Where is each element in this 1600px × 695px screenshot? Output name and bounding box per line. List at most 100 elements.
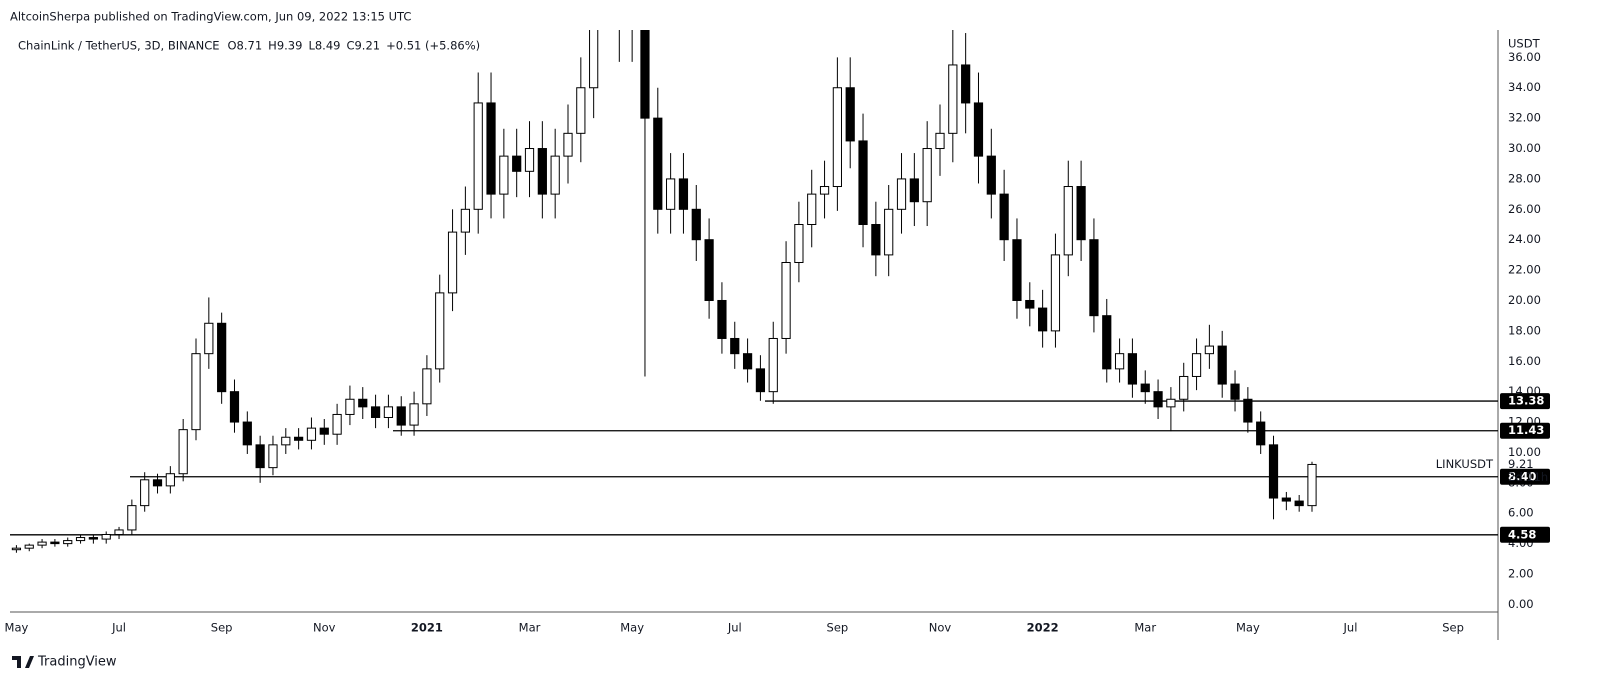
candle-body [435,292,445,370]
candle-body [191,353,201,431]
legend: ChainLink / TetherUS, 3D, BINANCE O8.71 H9… [18,39,480,53]
candle-body [140,479,150,507]
countdown: 2d 11h [1508,470,1548,484]
candle-body [114,529,124,536]
candle-body [1038,307,1048,332]
y-tick-label: 26.00 [1508,202,1541,216]
y-tick-label: 18.00 [1508,323,1541,337]
candle-body [37,541,47,546]
candle-body [1179,375,1189,400]
candle-body [460,208,470,233]
candle-body [1050,254,1061,332]
plot-area [10,30,1498,553]
candle-body [409,403,419,426]
candle-body [948,64,958,134]
candle-body [255,444,265,469]
candle-body [1191,353,1202,377]
candle-body [332,413,342,435]
candle-body [1217,345,1227,385]
ohlc-value: C9.21 [346,39,380,53]
x-tick-label: Jul [727,621,742,635]
candle-body [973,102,984,157]
candle-body [1230,383,1240,400]
candle-body [794,224,804,263]
x-tick-label: Mar [1134,621,1156,635]
x-tick-label: Nov [313,621,336,635]
candle-body [396,406,406,426]
candle-body [88,537,98,540]
candle-body [447,231,458,294]
candle-body [1076,186,1086,241]
candle-body [229,391,240,423]
x-tick-label: Sep [1442,621,1464,635]
footer-brand: TradingView [37,655,117,670]
level-badge [1500,422,1550,439]
level-label: 4.58 [1508,527,1536,541]
candle-body [63,540,73,545]
level-label: 11.43 [1508,423,1544,437]
footer-logo: TradingView [12,655,117,670]
candle-body [152,479,163,487]
candle-body [832,87,842,188]
candle-body [11,547,22,551]
candle-body [422,368,432,405]
y-tick-label: 30.00 [1508,141,1541,155]
candle-body [512,155,522,172]
x-tick-label: May [1236,621,1260,635]
ohlc-value: H9.39 [268,39,302,53]
candle-body [537,148,547,195]
candle-body [961,64,971,104]
y-tick-label: 32.00 [1508,111,1541,125]
candle-body [871,224,881,256]
candle-body [807,193,817,226]
candle-body [678,178,689,210]
candle-body [1089,239,1099,317]
candle-body [1012,239,1022,301]
candle-body [1166,398,1176,408]
candle-body [319,427,329,435]
candle-body [845,87,855,142]
unit-label: USDT [1508,37,1541,51]
candle-body [24,544,34,549]
x-tick-label: Jul [1343,621,1358,635]
y-tick-label: 20.00 [1508,293,1541,307]
candle-body [1102,315,1112,370]
candle-body [935,132,945,150]
candle-body [281,436,291,446]
ohlc-value: +0.51 (+5.86%) [386,39,480,53]
y-tick-label: 22.00 [1508,263,1541,277]
symbol-label: LINKUSDT [1436,457,1494,471]
candle-body [486,102,496,195]
candle-body [922,148,932,203]
candle-body [127,505,137,531]
level-badge [1500,526,1550,543]
candle-body [524,148,535,172]
candle-body [768,337,778,393]
x-tick-label: Nov [929,621,952,635]
candle-body [1127,353,1138,385]
y-tick-label: 10.00 [1508,445,1541,459]
candle-body [345,398,355,415]
candle-body [268,444,278,469]
candle-body [640,30,650,119]
x-tick-label: May [5,621,29,635]
candle-body [1281,497,1291,502]
candle-body [294,436,304,441]
candle-body [999,193,1009,241]
candle-body [691,208,701,241]
x-tick-label: Mar [519,621,541,635]
candle-body [370,406,381,418]
ohlc-value: O8.71 [228,39,263,53]
candle-body [1025,299,1035,309]
candle-body [1256,421,1266,446]
candle-body [896,178,907,210]
candle-body [101,534,111,540]
logo-icon [12,656,34,668]
candle-body [358,398,368,408]
y-tick-label: 34.00 [1508,80,1541,94]
y-tick-label: 6.00 [1508,506,1534,520]
candle-body [781,261,791,339]
x-tick-label: Jul [111,621,126,635]
candle-body [1243,398,1253,423]
